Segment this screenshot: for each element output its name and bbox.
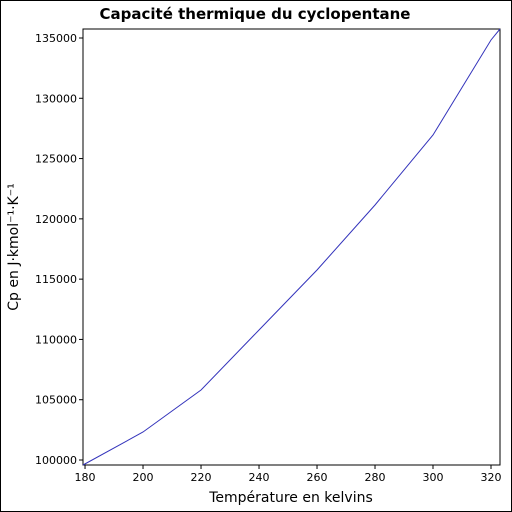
y-tick-label: 105000 xyxy=(35,394,77,407)
x-axis-label: Température en kelvins xyxy=(208,490,373,506)
y-axis-label: Cp en J·kmol⁻¹·K⁻¹ xyxy=(6,183,22,310)
x-tick-label: 240 xyxy=(249,471,270,484)
x-tick-label: 320 xyxy=(481,471,502,484)
y-tick-label: 100000 xyxy=(35,454,77,467)
y-tick-label: 115000 xyxy=(35,273,77,286)
chart-title: Capacité thermique du cyclopentane xyxy=(100,5,411,23)
plot-area xyxy=(82,28,501,466)
y-tick-label: 120000 xyxy=(35,213,77,226)
line xyxy=(82,28,501,466)
x-tick-label: 300 xyxy=(423,471,444,484)
x-tick-label: 260 xyxy=(307,471,328,484)
x-tick-label: 220 xyxy=(191,471,212,484)
y-tick-label: 125000 xyxy=(35,153,77,166)
y-tick-label: 130000 xyxy=(35,92,77,105)
x-tick-label: 180 xyxy=(75,471,96,484)
y-tick-label: 135000 xyxy=(35,32,77,45)
x-tick-label: 200 xyxy=(133,471,154,484)
y-tick-label: 110000 xyxy=(35,333,77,346)
x-tick-label: 280 xyxy=(365,471,386,484)
